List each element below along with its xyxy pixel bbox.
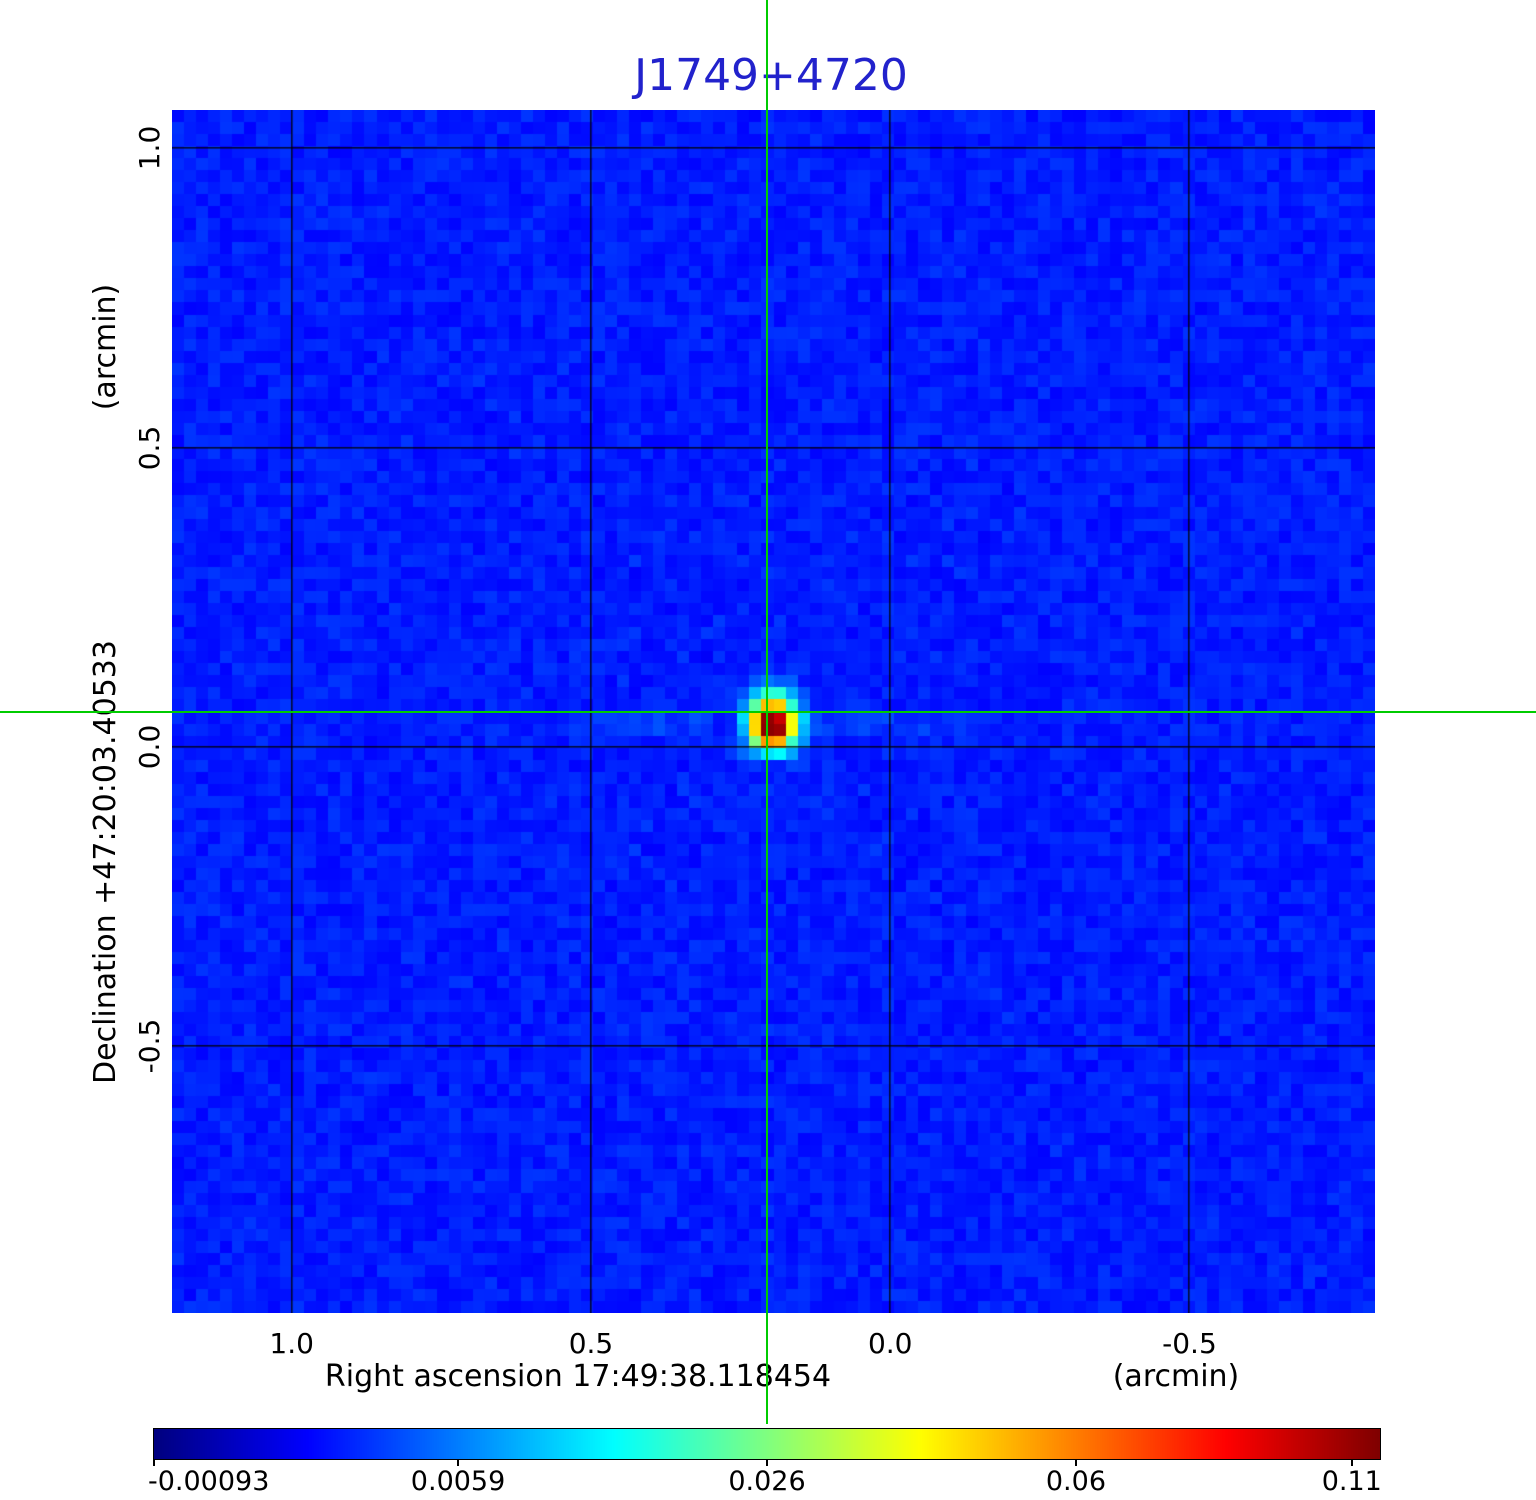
colorbar-label-3: 0.06 xyxy=(1045,1466,1106,1497)
x-axis-unit: (arcmin) xyxy=(1112,1359,1240,1394)
y-tick-2: 0.0 xyxy=(133,724,166,770)
colorbar-label-4: 0.11 xyxy=(1321,1466,1382,1497)
colorbar-tickmark-4 xyxy=(1350,1459,1353,1466)
colorbar-tickmark-0 xyxy=(153,1459,155,1466)
x-tick-2: 0.0 xyxy=(867,1327,913,1360)
colorbar-tickmark-2 xyxy=(766,1459,768,1466)
colorbar-tickmark-3 xyxy=(1074,1459,1077,1466)
x-axis-label: Right ascension 17:49:38.118454 xyxy=(324,1359,832,1394)
chart-title: J1749+4720 xyxy=(634,50,908,101)
colorbar-label-2: 0.026 xyxy=(728,1466,806,1497)
y-axis-label: Declination +47:20:03.40533 xyxy=(88,640,123,1084)
colorbar-label-0: -0.00093 xyxy=(148,1466,270,1497)
y-tick-0: 1.0 xyxy=(133,126,166,171)
y-tick-3: -0.5 xyxy=(133,1018,166,1074)
y-axis-unit: (arcmin) xyxy=(88,283,123,411)
crosshair-horizontal-line xyxy=(0,710,1536,713)
x-tick-1: 0.5 xyxy=(568,1327,614,1360)
colorbar-tickmark-1 xyxy=(457,1459,460,1466)
x-tick-3: -0.5 xyxy=(1162,1327,1217,1360)
colorbar-label-1: 0.0059 xyxy=(410,1466,506,1497)
colorbar xyxy=(153,1428,1381,1460)
y-tick-1: 0.5 xyxy=(133,425,166,470)
x-tick-0: 1.0 xyxy=(269,1327,314,1360)
